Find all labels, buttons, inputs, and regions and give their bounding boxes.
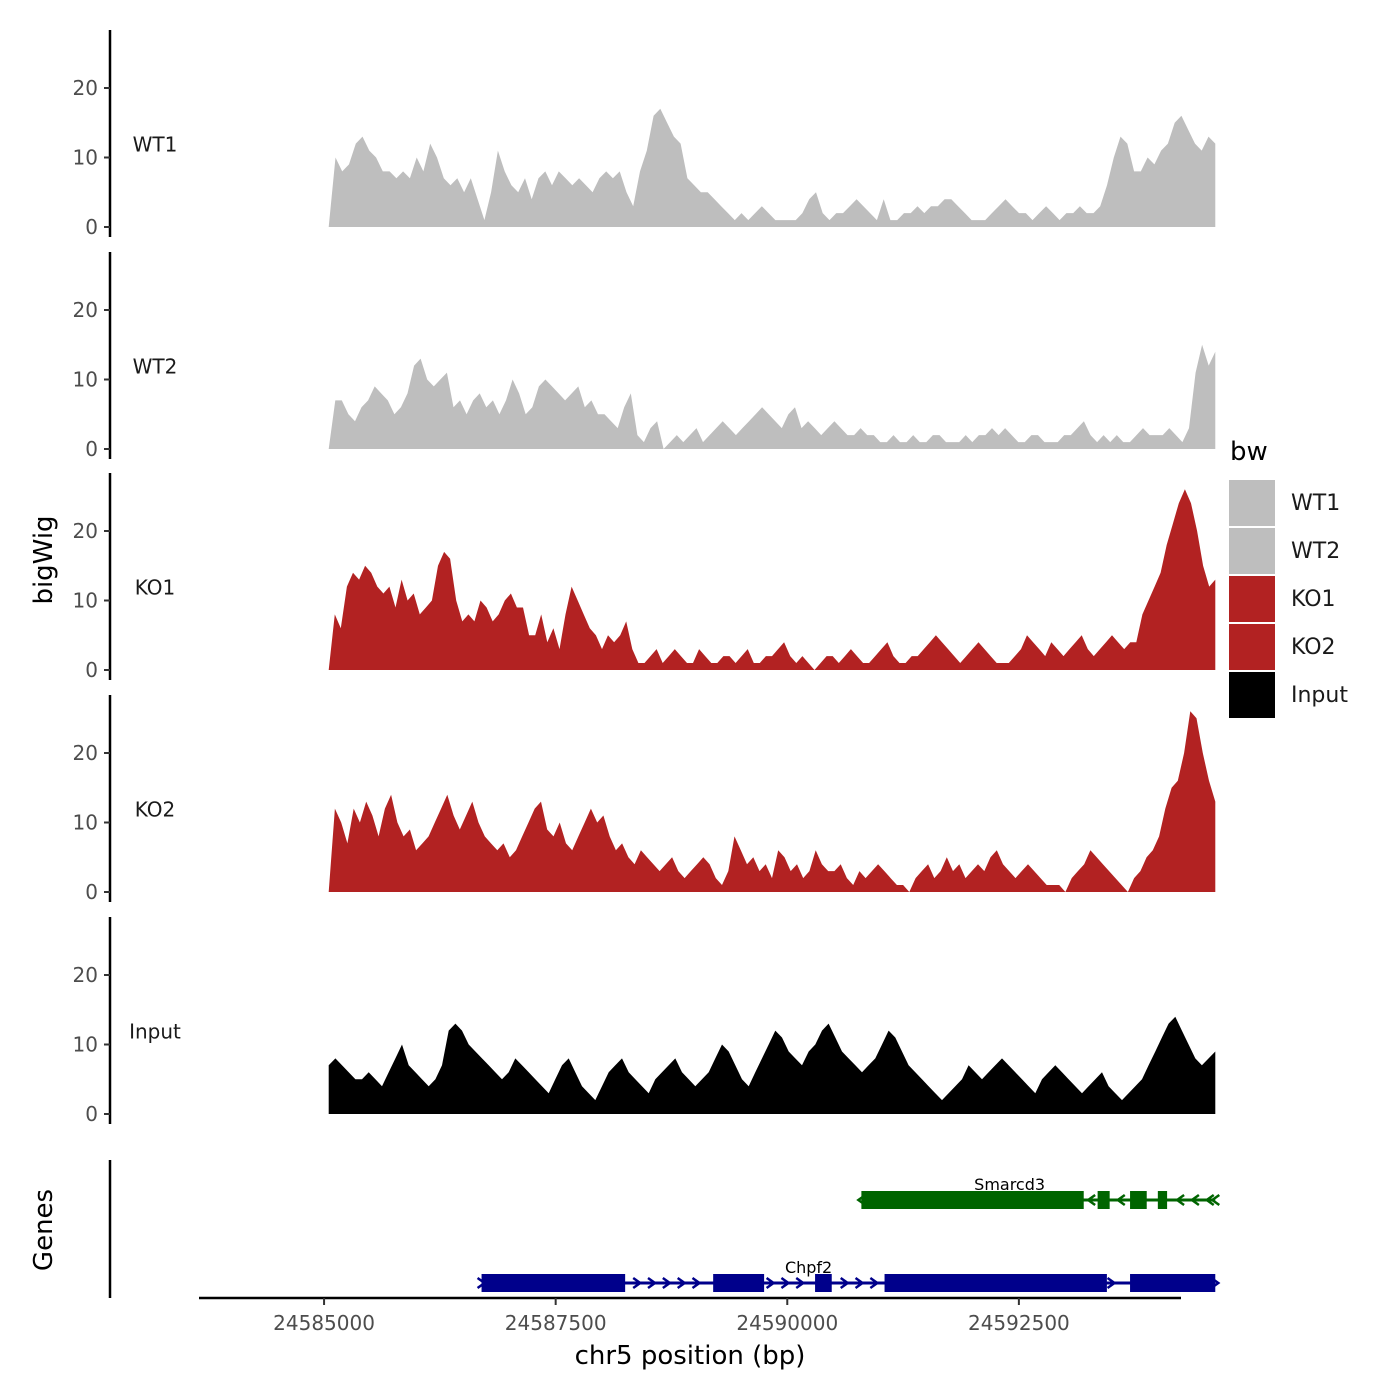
- strand-chevron: [647, 1276, 658, 1290]
- track-label: WT1: [133, 133, 178, 157]
- y-tick-label: 10: [73, 1033, 98, 1057]
- x-tick-label: 24587500: [505, 1311, 607, 1335]
- y-tick-label: 10: [73, 368, 98, 392]
- strand-chevron: [795, 1276, 806, 1290]
- legend: bw WT1 WT2 KO1 KO2 Input: [1229, 437, 1348, 718]
- legend-swatch-wt2: [1229, 528, 1275, 574]
- legend-title: bw: [1230, 437, 1268, 467]
- gene-exon: [861, 1191, 1084, 1209]
- strand-chevron: [780, 1276, 791, 1290]
- y-tick-label: 10: [73, 589, 98, 613]
- y-tick-label: 20: [73, 298, 98, 322]
- legend-swatch-input: [1229, 672, 1275, 718]
- strand-chevron: [765, 1276, 776, 1290]
- y-tick-label: 0: [85, 215, 98, 239]
- track-ko2: 0 10 20 KO2: [73, 695, 1216, 904]
- gene-exon: [1130, 1191, 1147, 1209]
- gene-exon: [1130, 1274, 1216, 1292]
- track-wt2: 0 10 20 WT2: [73, 252, 1216, 461]
- y-tick-label: 20: [73, 76, 98, 100]
- gene-exon: [481, 1274, 626, 1292]
- gene-exon: [815, 1274, 832, 1292]
- legend-swatch-ko1: [1229, 576, 1275, 622]
- track-input: 0 10 20 Input: [73, 917, 1216, 1126]
- genes-axis-title: Genes: [29, 1189, 59, 1271]
- y-axis-title: bigWig: [29, 515, 59, 604]
- track-ko1: 0 10 20 KO1: [73, 473, 1216, 682]
- strand-chevron: [854, 1276, 865, 1290]
- strand-chevron: [1204, 1193, 1215, 1207]
- x-tick-label: 24585000: [273, 1311, 375, 1335]
- x-axis-title: chr5 position (bp): [575, 1341, 806, 1371]
- legend-swatch-ko2: [1229, 624, 1275, 670]
- strand-chevron: [1174, 1193, 1185, 1207]
- strand-chevron: [1115, 1193, 1126, 1207]
- legend-label-wt2: WT2: [1291, 539, 1340, 564]
- strand-chevron: [662, 1276, 672, 1290]
- strand-chevron: [676, 1276, 687, 1290]
- gene-exon: [713, 1274, 765, 1292]
- legend-label-ko2: KO2: [1291, 635, 1336, 660]
- strand-chevron: [869, 1276, 880, 1290]
- coverage-area-wt1: [328, 108, 1216, 227]
- track-label: KO1: [135, 576, 176, 600]
- strand-chevron: [839, 1276, 850, 1290]
- coverage-area-ko2: [328, 711, 1216, 892]
- y-tick-label: 10: [73, 811, 98, 835]
- strand-chevron: [1106, 1276, 1117, 1290]
- x-axis: 24585000 24587500 24590000 24592500: [199, 1296, 1181, 1335]
- gene-label: Chpf2: [785, 1258, 832, 1277]
- y-tick-label: 10: [73, 146, 98, 170]
- track-label: KO2: [135, 798, 176, 822]
- strand-chevron: [1085, 1193, 1096, 1207]
- gene-track: Smarcd3 Chpf2: [108, 1160, 1221, 1298]
- coverage-area-wt2: [328, 344, 1216, 449]
- strand-chevron: [1189, 1193, 1200, 1207]
- track-wt1: 0 10 20 WT1: [73, 30, 1216, 239]
- gene-chpf2: Chpf2: [476, 1258, 1221, 1292]
- x-tick-label: 24590000: [736, 1311, 838, 1335]
- gene-exon: [1157, 1191, 1168, 1209]
- strand-chevron: [691, 1276, 702, 1290]
- coverage-area-ko1: [328, 489, 1216, 670]
- strand-chevron: [632, 1276, 643, 1290]
- legend-label-wt1: WT1: [1291, 491, 1340, 516]
- coverage-tracks: 0 10 20 WT1 0 10 20 WT2 0 10 20 KO1 0 10 20 KO2 0 10 20 Inp…: [73, 30, 1216, 1126]
- legend-label-ko1: KO1: [1291, 587, 1336, 612]
- gene-label: Smarcd3: [974, 1175, 1045, 1194]
- y-tick-label: 20: [73, 963, 98, 987]
- track-label: Input: [129, 1020, 181, 1044]
- y-tick-label: 20: [73, 741, 98, 765]
- legend-swatch-wt1: [1229, 480, 1275, 526]
- track-label: WT2: [133, 355, 178, 379]
- y-tick-label: 0: [85, 658, 98, 682]
- y-tick-label: 0: [85, 880, 98, 904]
- strand-chevron: [1210, 1193, 1221, 1207]
- gene-exon: [1097, 1191, 1110, 1209]
- y-tick-label: 0: [85, 1102, 98, 1126]
- y-tick-label: 0: [85, 437, 98, 461]
- legend-label-input: Input: [1291, 683, 1348, 708]
- gene-exon: [884, 1274, 1107, 1292]
- y-tick-label: 20: [73, 519, 98, 543]
- x-tick-label: 24592500: [968, 1311, 1070, 1335]
- gene-smarcd3: Smarcd3: [856, 1175, 1221, 1209]
- coverage-area-input: [328, 1016, 1216, 1114]
